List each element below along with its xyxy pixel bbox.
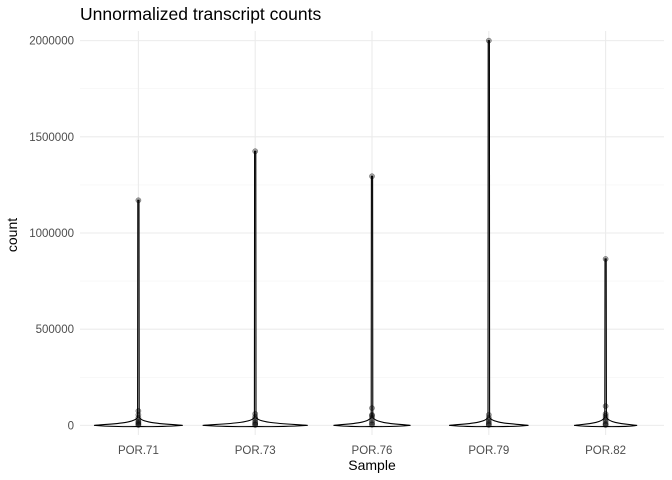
- violin-POR.71: [93, 199, 183, 428]
- violin-POR.73: [202, 150, 308, 428]
- data-point: [252, 415, 259, 422]
- data-point: [135, 411, 142, 418]
- y-tick-label: 1000000: [29, 228, 74, 240]
- data-point: [369, 419, 375, 426]
- y-tick-label: 0: [68, 420, 74, 432]
- data-point: [602, 414, 609, 421]
- data-point: [135, 408, 142, 414]
- data-point: [252, 417, 259, 424]
- data-point: [135, 414, 142, 421]
- data-point: [369, 421, 375, 428]
- y-axis-title: count: [4, 218, 20, 252]
- violin-layer: [93, 40, 638, 428]
- data-point: [252, 148, 259, 155]
- point-layer: [135, 37, 609, 428]
- data-point: [602, 403, 609, 409]
- grid-layer: [80, 31, 664, 435]
- data-point: [369, 412, 375, 419]
- chart-title: Unnormalized transcript counts: [80, 4, 321, 24]
- x-tick-label: POR.73: [235, 445, 276, 457]
- data-point: [252, 413, 259, 420]
- y-tick-label: 500000: [36, 324, 74, 336]
- data-point: [369, 417, 375, 424]
- x-tick-label: POR.71: [118, 445, 159, 457]
- x-tick-label: POR.76: [352, 445, 393, 457]
- x-tick-label: POR.79: [468, 445, 509, 457]
- data-point: [135, 197, 142, 204]
- data-point: [602, 422, 609, 428]
- data-point: [602, 412, 609, 419]
- y-tick-label: 1500000: [29, 132, 74, 144]
- tick-layer: 0 500000 1000000 1500000 2000000 POR.71 POR.73…: [29, 36, 626, 457]
- data-point: [485, 422, 492, 428]
- data-point: [252, 410, 259, 417]
- x-tick-label: POR.82: [585, 445, 626, 457]
- data-point: [369, 405, 375, 411]
- data-point: [369, 173, 375, 180]
- violin-POR.82: [573, 258, 638, 428]
- data-point: [485, 37, 492, 44]
- data-point: [485, 411, 492, 418]
- data-point: [602, 410, 609, 417]
- data-point: [369, 414, 375, 421]
- data-point: [252, 422, 259, 428]
- data-point: [135, 422, 142, 428]
- x-axis-title: Sample: [348, 457, 396, 473]
- y-tick-label: 2000000: [29, 36, 74, 48]
- data-point: [602, 256, 609, 262]
